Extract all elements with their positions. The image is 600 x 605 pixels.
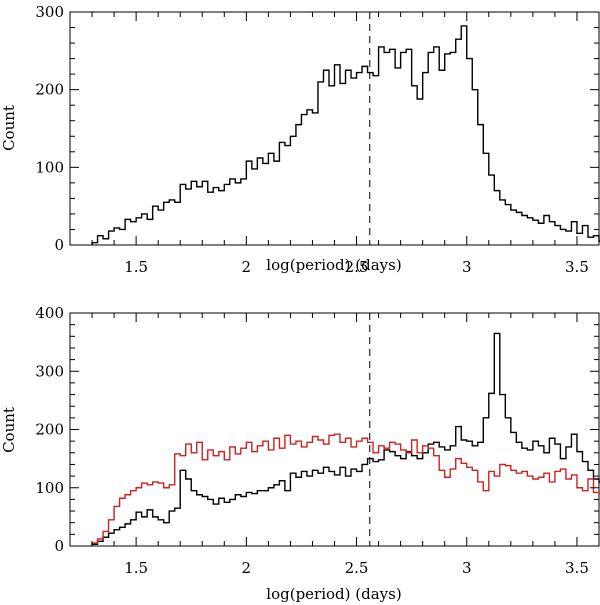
y-tick-label: 300 <box>35 362 64 380</box>
plot-frame-bottom <box>69 312 600 547</box>
plot-frame-top <box>69 11 600 246</box>
x-tick-label: 3.5 <box>565 559 589 577</box>
histogram-series-red <box>91 433 600 546</box>
x-tick-label: 3 <box>462 559 472 577</box>
y-tick-label: 100 <box>35 158 64 176</box>
x-tick-label: 2.5 <box>345 559 369 577</box>
x-tick-label: 3.5 <box>565 258 589 276</box>
x-tick-label: 2 <box>242 559 252 577</box>
y-tick-label: 0 <box>54 537 64 555</box>
panel-top: 1.5 2 2.5 3 3.5 0 100 200 300 log(period) (days)… <box>0 3 600 276</box>
y-tick-label: 0 <box>54 236 64 254</box>
y-axis-label-top: Count <box>0 105 18 151</box>
x-tick-label: 1.5 <box>124 559 148 577</box>
y-tick-label: 300 <box>35 3 64 21</box>
histogram-series-all <box>91 25 600 245</box>
y-tick-label: 400 <box>35 304 64 322</box>
y-tick-label: 200 <box>35 421 64 439</box>
x-tick-label: 3 <box>462 258 472 276</box>
x-tick-label: 1.5 <box>124 258 148 276</box>
x-axis-label-top: log(period) (days) <box>266 256 401 274</box>
x-tick-label: 2 <box>242 258 252 276</box>
y-tick-label: 100 <box>35 479 64 497</box>
series-group-top <box>91 25 600 245</box>
x-axis-label-bottom: log(period) (days) <box>266 585 401 603</box>
series-group-bottom <box>91 332 600 546</box>
x-tick-label: 2.5 <box>345 258 369 276</box>
y-tick-label: 200 <box>35 81 64 99</box>
y-axis-label-bottom: Count <box>0 407 18 453</box>
ticks-bottom: 1.5 2 2.5 3 3.5 0 100 200 300 400 <box>35 304 600 577</box>
ticks-top: 1.5 2 2.5 3 3.5 0 100 200 300 <box>35 3 600 276</box>
panel-bottom: 1.5 2 2.5 3 3.5 0 100 200 300 400 log(period) (da… <box>0 304 600 603</box>
